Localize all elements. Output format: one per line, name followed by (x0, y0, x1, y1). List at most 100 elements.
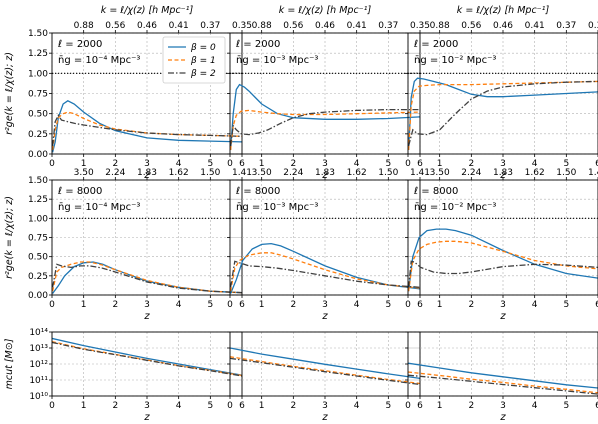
x-tick-label: 1 (437, 159, 443, 169)
x-tick-label: 4 (532, 300, 538, 310)
x-tick-label: 6 (239, 401, 245, 411)
y-tick-label: 0.50 (28, 110, 48, 120)
panel-label-ell: ℓ = 8000 (58, 186, 102, 197)
x-tick-label: 1 (437, 401, 443, 411)
top-tick-label: 0.56 (461, 21, 481, 31)
y-tick-label: 0.50 (28, 253, 48, 263)
panel-row2-col1: 0 1 2 3 4 5 6 0.00 0.25 0.50 0.75 1.00 1.25 1.50 3.50 2… (28, 168, 252, 322)
series-line-beta-0 (230, 242, 420, 294)
top-tick-label: 0.41 (169, 21, 189, 31)
series-line-beta-2 (408, 374, 598, 395)
series-line-beta-2 (230, 357, 420, 386)
top-tick-label: 1.41 (232, 168, 252, 178)
top-tick-label: 0.56 (105, 21, 125, 31)
series-line-beta-1 (408, 240, 598, 292)
top-tick-label: 0.88 (430, 21, 450, 31)
y-tick-label: 10¹² (29, 360, 48, 370)
y-tick-label: 1.50 (28, 29, 48, 39)
top-tick-label: 2.24 (461, 168, 481, 178)
top-tick-label: 1.41 (410, 168, 430, 178)
x-tick-label: 3 (322, 159, 328, 169)
y-tick-label: 0.25 (28, 130, 48, 140)
top-tick-label: 0.88 (252, 21, 272, 31)
x-tick-label: 6 (417, 300, 423, 310)
top-tick-label: 1.83 (493, 168, 513, 178)
x-tick-label: 5 (207, 401, 213, 411)
top-tick-label: 0.37 (556, 21, 576, 31)
series-line-beta-2 (230, 108, 420, 146)
x-axis-label: z (143, 311, 150, 322)
y-tick-label: 0.75 (28, 234, 48, 244)
x-tick-label: 0 (227, 159, 233, 169)
y-tick-label: 0.00 (28, 291, 48, 301)
series-line-beta-2 (408, 260, 598, 288)
x-tick-label: 2 (112, 300, 118, 310)
x-tick-label: 6 (239, 300, 245, 310)
x-tick-label: 6 (595, 300, 598, 310)
x-tick-label: 1 (81, 300, 87, 310)
y-tick-label: 10¹⁴ (29, 328, 48, 338)
legend-box (162, 36, 226, 84)
x-tick-label: 5 (563, 401, 569, 411)
x-tick-label: 3 (322, 300, 328, 310)
x-tick-label: 3 (144, 300, 150, 310)
top-tick-label: 0.41 (347, 21, 367, 31)
x-tick-label: 5 (385, 159, 391, 169)
x-tick-label: 3 (144, 401, 150, 411)
x-tick-label: 0 (49, 159, 55, 169)
y-axis-label: r²ge(k = ℓ/χ(z); z) (4, 196, 15, 279)
top-tick-label: 3.50 (252, 168, 272, 178)
top-tick-label: 0.41 (525, 21, 545, 31)
x-tick-label: 4 (532, 159, 538, 169)
y-axis-label: r²ge(k = ℓ/χ(z); z) (4, 52, 15, 135)
y-tick-label: 10¹³ (29, 344, 48, 354)
series-line-beta-0 (408, 362, 598, 389)
y-tick-label: 1.50 (28, 176, 48, 186)
y-tick-label: 1.00 (28, 69, 48, 79)
x-tick-label: 5 (563, 300, 569, 310)
top-tick-label: 0.46 (493, 21, 513, 31)
x-tick-label: 0 (227, 401, 233, 411)
top-tick-label: 0.35 (232, 21, 252, 31)
series-line-beta-0 (408, 228, 598, 292)
top-tick-label: 3.50 (74, 168, 94, 178)
top-tick-label: 0.46 (137, 21, 157, 31)
panel-label-density: n̄g = 10⁻² Mpc⁻³ (414, 55, 496, 66)
panel-label-ell: ℓ = 2000 (236, 39, 280, 50)
x-tick-label: 1 (259, 300, 265, 310)
panel-row1-col3: 0 1 2 3 4 5 6 0.88 0.56 0.46 0.41 0.37 0.35 ℓ = 2000 n… (405, 21, 598, 181)
y-tick-label: 10¹⁰ (29, 392, 48, 402)
panel-row2-col3: 0 1 2 3 4 5 6 3.50 2.24 1.83 1.62 1.50 1.41 ℓ = 8000 n… (405, 168, 598, 322)
top-tick-label: 2.24 (283, 168, 303, 178)
x-tick-label: 1 (81, 401, 87, 411)
x-tick-label: 0 (405, 300, 411, 310)
x-tick-label: 3 (322, 401, 328, 411)
y-tick-label: 0.00 (28, 150, 48, 160)
series-line-beta-1 (230, 109, 420, 151)
x-tick-label: 4 (354, 300, 360, 310)
top-tick-label: 0.37 (378, 21, 398, 31)
y-tick-label: 10¹¹ (29, 376, 48, 386)
x-tick-label: 6 (417, 159, 423, 169)
series-line-beta-0 (52, 337, 242, 376)
series-line-beta-2 (230, 260, 420, 288)
top-tick-label: 1.62 (525, 168, 545, 178)
x-tick-label: 0 (405, 159, 411, 169)
top-tick-label: 0.35 (410, 21, 430, 31)
legend: β = 0 β = 1 β = 2 (162, 36, 226, 84)
top-tick-label: 1.83 (137, 168, 157, 178)
panel-row2-col2: 0 1 2 3 4 5 6 3.50 2.24 1.83 1.62 1.50 1.41 ℓ = 8000 n… (227, 168, 430, 322)
x-tick-label: 3 (500, 300, 506, 310)
x-tick-label: 1 (259, 159, 265, 169)
x-tick-label: 2 (112, 401, 118, 411)
x-axis-label: z (499, 412, 506, 423)
x-tick-label: 0 (49, 401, 55, 411)
x-tick-label: 5 (385, 401, 391, 411)
x-tick-label: 6 (239, 159, 245, 169)
series-line-beta-0 (408, 77, 598, 151)
x-tick-label: 0 (227, 300, 233, 310)
x-tick-label: 1 (259, 401, 265, 411)
x-tick-label: 5 (385, 300, 391, 310)
top-tick-label: 3.50 (430, 168, 450, 178)
x-tick-label: 6 (417, 401, 423, 411)
